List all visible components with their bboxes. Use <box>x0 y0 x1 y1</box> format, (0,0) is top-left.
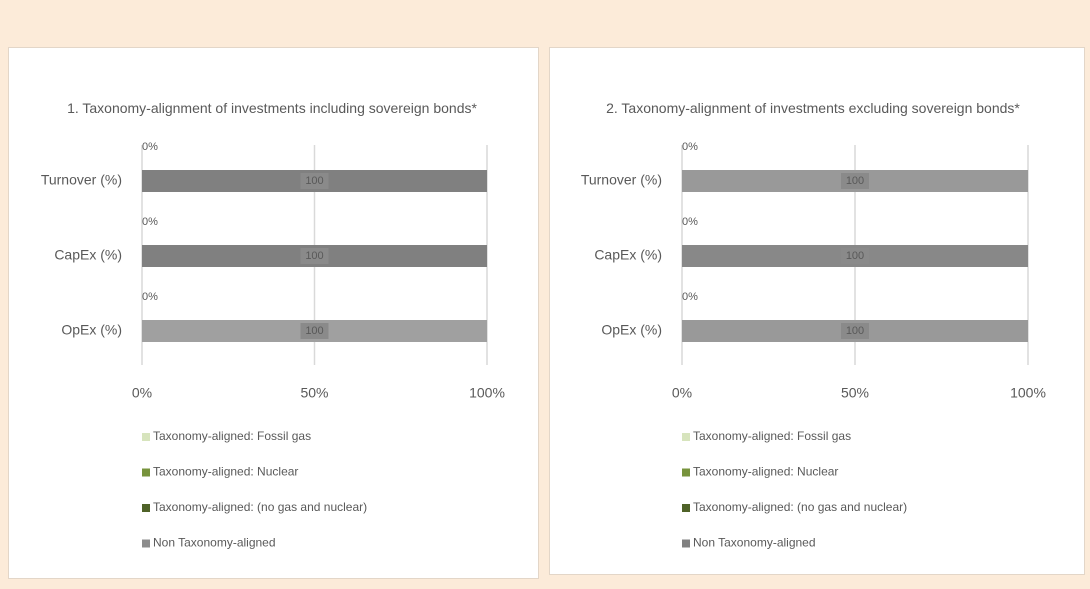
panel <box>549 47 1085 575</box>
y-tick-label: Turnover (%) <box>581 172 662 188</box>
data-label: 100 <box>305 175 323 187</box>
data-label: 0% <box>142 216 158 228</box>
data-label-box <box>841 323 869 339</box>
data-label: 0% <box>142 291 158 303</box>
y-tick-label: Turnover (%) <box>41 172 122 188</box>
data-label: 100 <box>305 250 323 262</box>
y-tick-label: CapEx (%) <box>594 247 662 263</box>
panel <box>8 47 539 579</box>
legend-label: Taxonomy-aligned: Nuclear <box>153 465 298 479</box>
x-tick-label: 0% <box>132 385 152 401</box>
data-label: 0% <box>682 216 698 228</box>
y-tick-label: OpEx (%) <box>61 322 122 338</box>
chart-title: 1. Taxonomy-alignment of investments inc… <box>67 100 477 116</box>
legend-swatch <box>682 433 690 441</box>
data-label: 0% <box>682 141 698 153</box>
x-tick-label: 50% <box>300 385 328 401</box>
data-label: 0% <box>682 291 698 303</box>
legend-label: Taxonomy-aligned: Fossil gas <box>153 429 311 443</box>
data-label: 100 <box>305 325 323 337</box>
legend-label: Non Taxonomy-aligned <box>153 536 276 550</box>
legend-label: Taxonomy-aligned: (no gas and nuclear) <box>153 500 367 514</box>
y-tick-label: CapEx (%) <box>54 247 122 263</box>
legend-label: Taxonomy-aligned: Nuclear <box>693 465 838 479</box>
data-label: 0% <box>142 141 158 153</box>
legend-swatch <box>142 433 150 441</box>
legend-swatch <box>142 468 150 477</box>
data-label-box <box>841 173 869 189</box>
legend-label: Non Taxonomy-aligned <box>693 536 816 550</box>
legend-label: Taxonomy-aligned: (no gas and nuclear) <box>693 500 907 514</box>
data-label-box <box>300 173 329 189</box>
x-tick-label: 50% <box>841 385 869 401</box>
data-label-box <box>300 248 329 264</box>
legend-swatch <box>682 504 690 512</box>
legend-swatch <box>682 539 690 548</box>
x-tick-label: 0% <box>672 385 692 401</box>
data-label-box <box>300 323 329 339</box>
data-label: 100 <box>846 250 864 262</box>
data-label-box <box>841 248 869 264</box>
chart-title: 2. Taxonomy-alignment of investments exc… <box>606 100 1020 116</box>
legend-label: Taxonomy-aligned: Fossil gas <box>693 429 851 443</box>
data-label: 100 <box>846 175 864 187</box>
legend-swatch <box>142 504 150 512</box>
x-tick-label: 100% <box>469 385 505 401</box>
legend-swatch <box>682 468 690 477</box>
x-tick-label: 100% <box>1010 385 1046 401</box>
legend-swatch <box>142 539 150 548</box>
data-label: 100 <box>846 325 864 337</box>
y-tick-label: OpEx (%) <box>601 322 662 338</box>
